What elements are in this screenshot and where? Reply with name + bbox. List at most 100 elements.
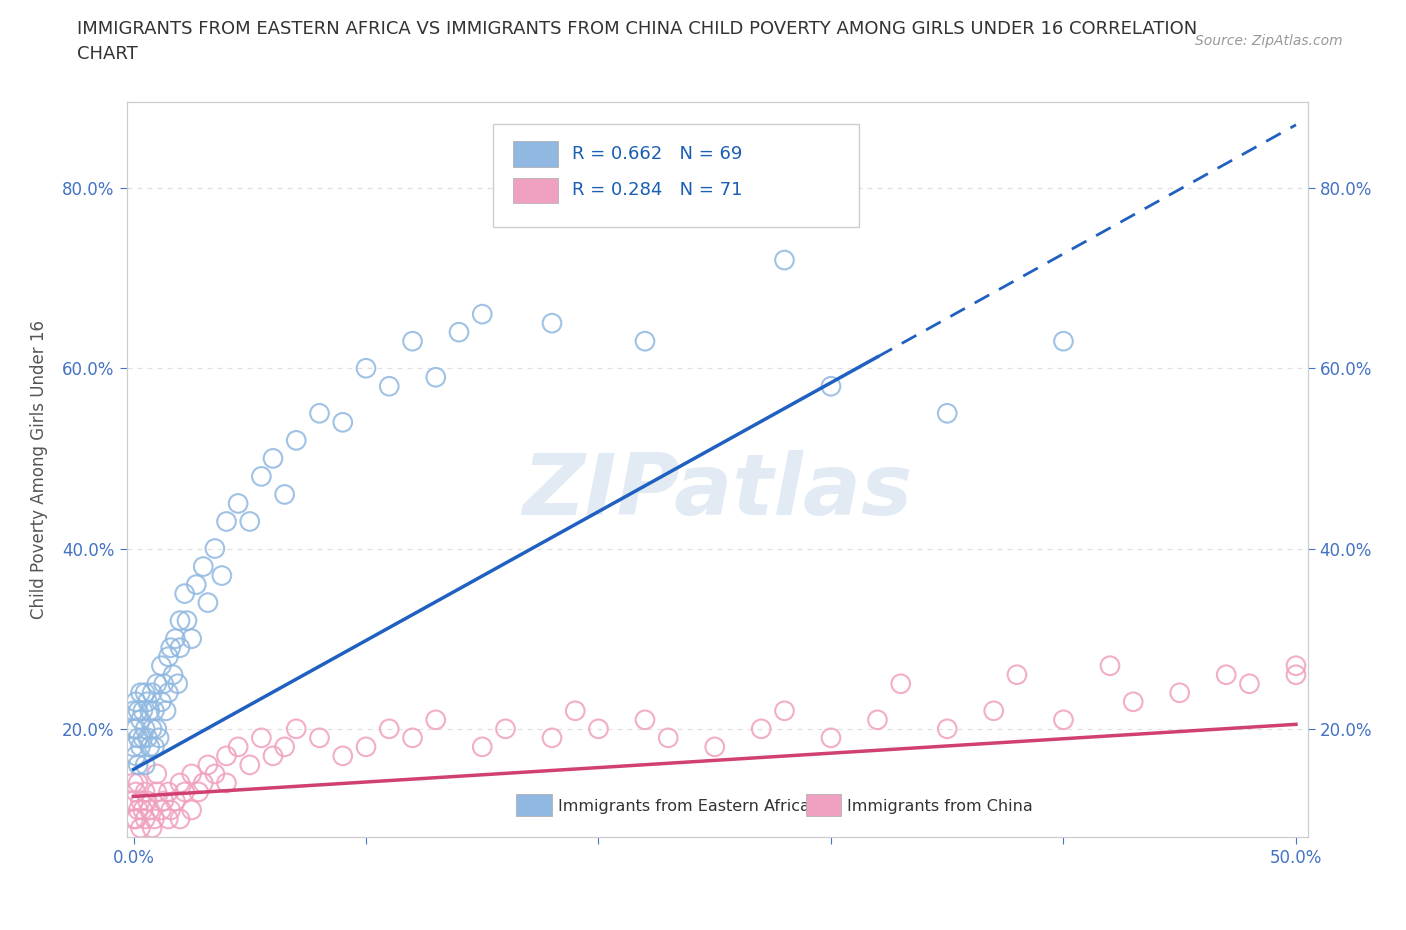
Point [354, 361, 377, 376]
Point [129, 712, 152, 727]
Point [157, 649, 180, 664]
Point [165, 631, 187, 646]
Point [657, 730, 679, 745]
Point [215, 776, 238, 790]
Point [145, 785, 167, 800]
Point [250, 469, 273, 484]
Point [127, 757, 149, 772]
Text: Immigrants from China: Immigrants from China [846, 800, 1033, 815]
Point [211, 568, 233, 583]
Point [143, 703, 166, 718]
Point [143, 812, 166, 827]
Point [471, 307, 494, 322]
Point [180, 766, 202, 781]
Point [122, 739, 145, 754]
Point [129, 685, 152, 700]
Point [125, 695, 148, 710]
Point [145, 766, 167, 781]
Point [401, 730, 423, 745]
Point [332, 415, 354, 430]
Point [495, 722, 517, 737]
Point [773, 253, 796, 268]
Point [141, 685, 163, 700]
Text: IMMIGRANTS FROM EASTERN AFRICA VS IMMIGRANTS FROM CHINA CHILD POVERTY AMONG GIRL: IMMIGRANTS FROM EASTERN AFRICA VS IMMIGR… [77, 20, 1198, 38]
Text: Source: ZipAtlas.com: Source: ZipAtlas.com [1195, 34, 1343, 48]
Text: CHART: CHART [77, 45, 138, 62]
Point [1239, 676, 1261, 691]
Point [703, 739, 725, 754]
Text: Immigrants from Eastern Africa: Immigrants from Eastern Africa [558, 800, 810, 815]
Point [186, 578, 208, 592]
Point [378, 379, 401, 393]
Point [215, 749, 238, 764]
Point [226, 739, 249, 754]
Point [139, 803, 162, 817]
Point [132, 803, 155, 817]
Point [136, 793, 159, 808]
Point [139, 739, 162, 754]
Point [122, 812, 145, 827]
Point [1052, 334, 1074, 349]
Point [132, 730, 155, 745]
Point [143, 739, 166, 754]
Point [127, 730, 149, 745]
Point [155, 703, 177, 718]
Point [139, 703, 162, 718]
Point [129, 739, 152, 754]
Point [273, 487, 295, 502]
Point [134, 785, 156, 800]
Point [634, 712, 657, 727]
Point [983, 703, 1005, 718]
Point [239, 514, 262, 529]
Point [588, 722, 610, 737]
Point [262, 451, 284, 466]
Point [471, 739, 494, 754]
Point [169, 640, 191, 655]
Point [1168, 685, 1191, 700]
Point [193, 776, 215, 790]
Point [308, 405, 330, 420]
Bar [513, 178, 558, 204]
Point [159, 803, 181, 817]
Point [136, 730, 159, 745]
Point [157, 685, 180, 700]
Point [936, 722, 959, 737]
Point [152, 793, 174, 808]
Point [273, 739, 295, 754]
Point [1285, 668, 1308, 683]
Point [1098, 658, 1121, 673]
Point [401, 334, 423, 349]
Point [122, 722, 145, 737]
Point [125, 812, 148, 827]
Point [122, 776, 145, 790]
Point [285, 432, 308, 447]
Point [152, 676, 174, 691]
Point [134, 722, 156, 737]
Point [773, 703, 796, 718]
Point [150, 695, 173, 710]
Point [134, 685, 156, 700]
Point [425, 712, 447, 727]
Point [425, 370, 447, 385]
Text: R = 0.284   N = 71: R = 0.284 N = 71 [572, 181, 742, 199]
Point [197, 595, 219, 610]
Point [749, 722, 772, 737]
Point [176, 613, 198, 628]
Point [127, 803, 149, 817]
Point [157, 812, 180, 827]
Point [1122, 695, 1144, 710]
Point [820, 379, 842, 393]
Point [332, 749, 354, 764]
Point [564, 703, 586, 718]
Point [820, 730, 842, 745]
Point [145, 676, 167, 691]
Point [541, 730, 564, 745]
Point [204, 541, 226, 556]
Point [204, 766, 226, 781]
Point [122, 793, 145, 808]
Point [134, 812, 156, 827]
Point [162, 668, 184, 683]
Y-axis label: Child Poverty Among Girls Under 16: Child Poverty Among Girls Under 16 [31, 320, 48, 619]
Point [226, 496, 249, 511]
Bar [513, 140, 558, 166]
